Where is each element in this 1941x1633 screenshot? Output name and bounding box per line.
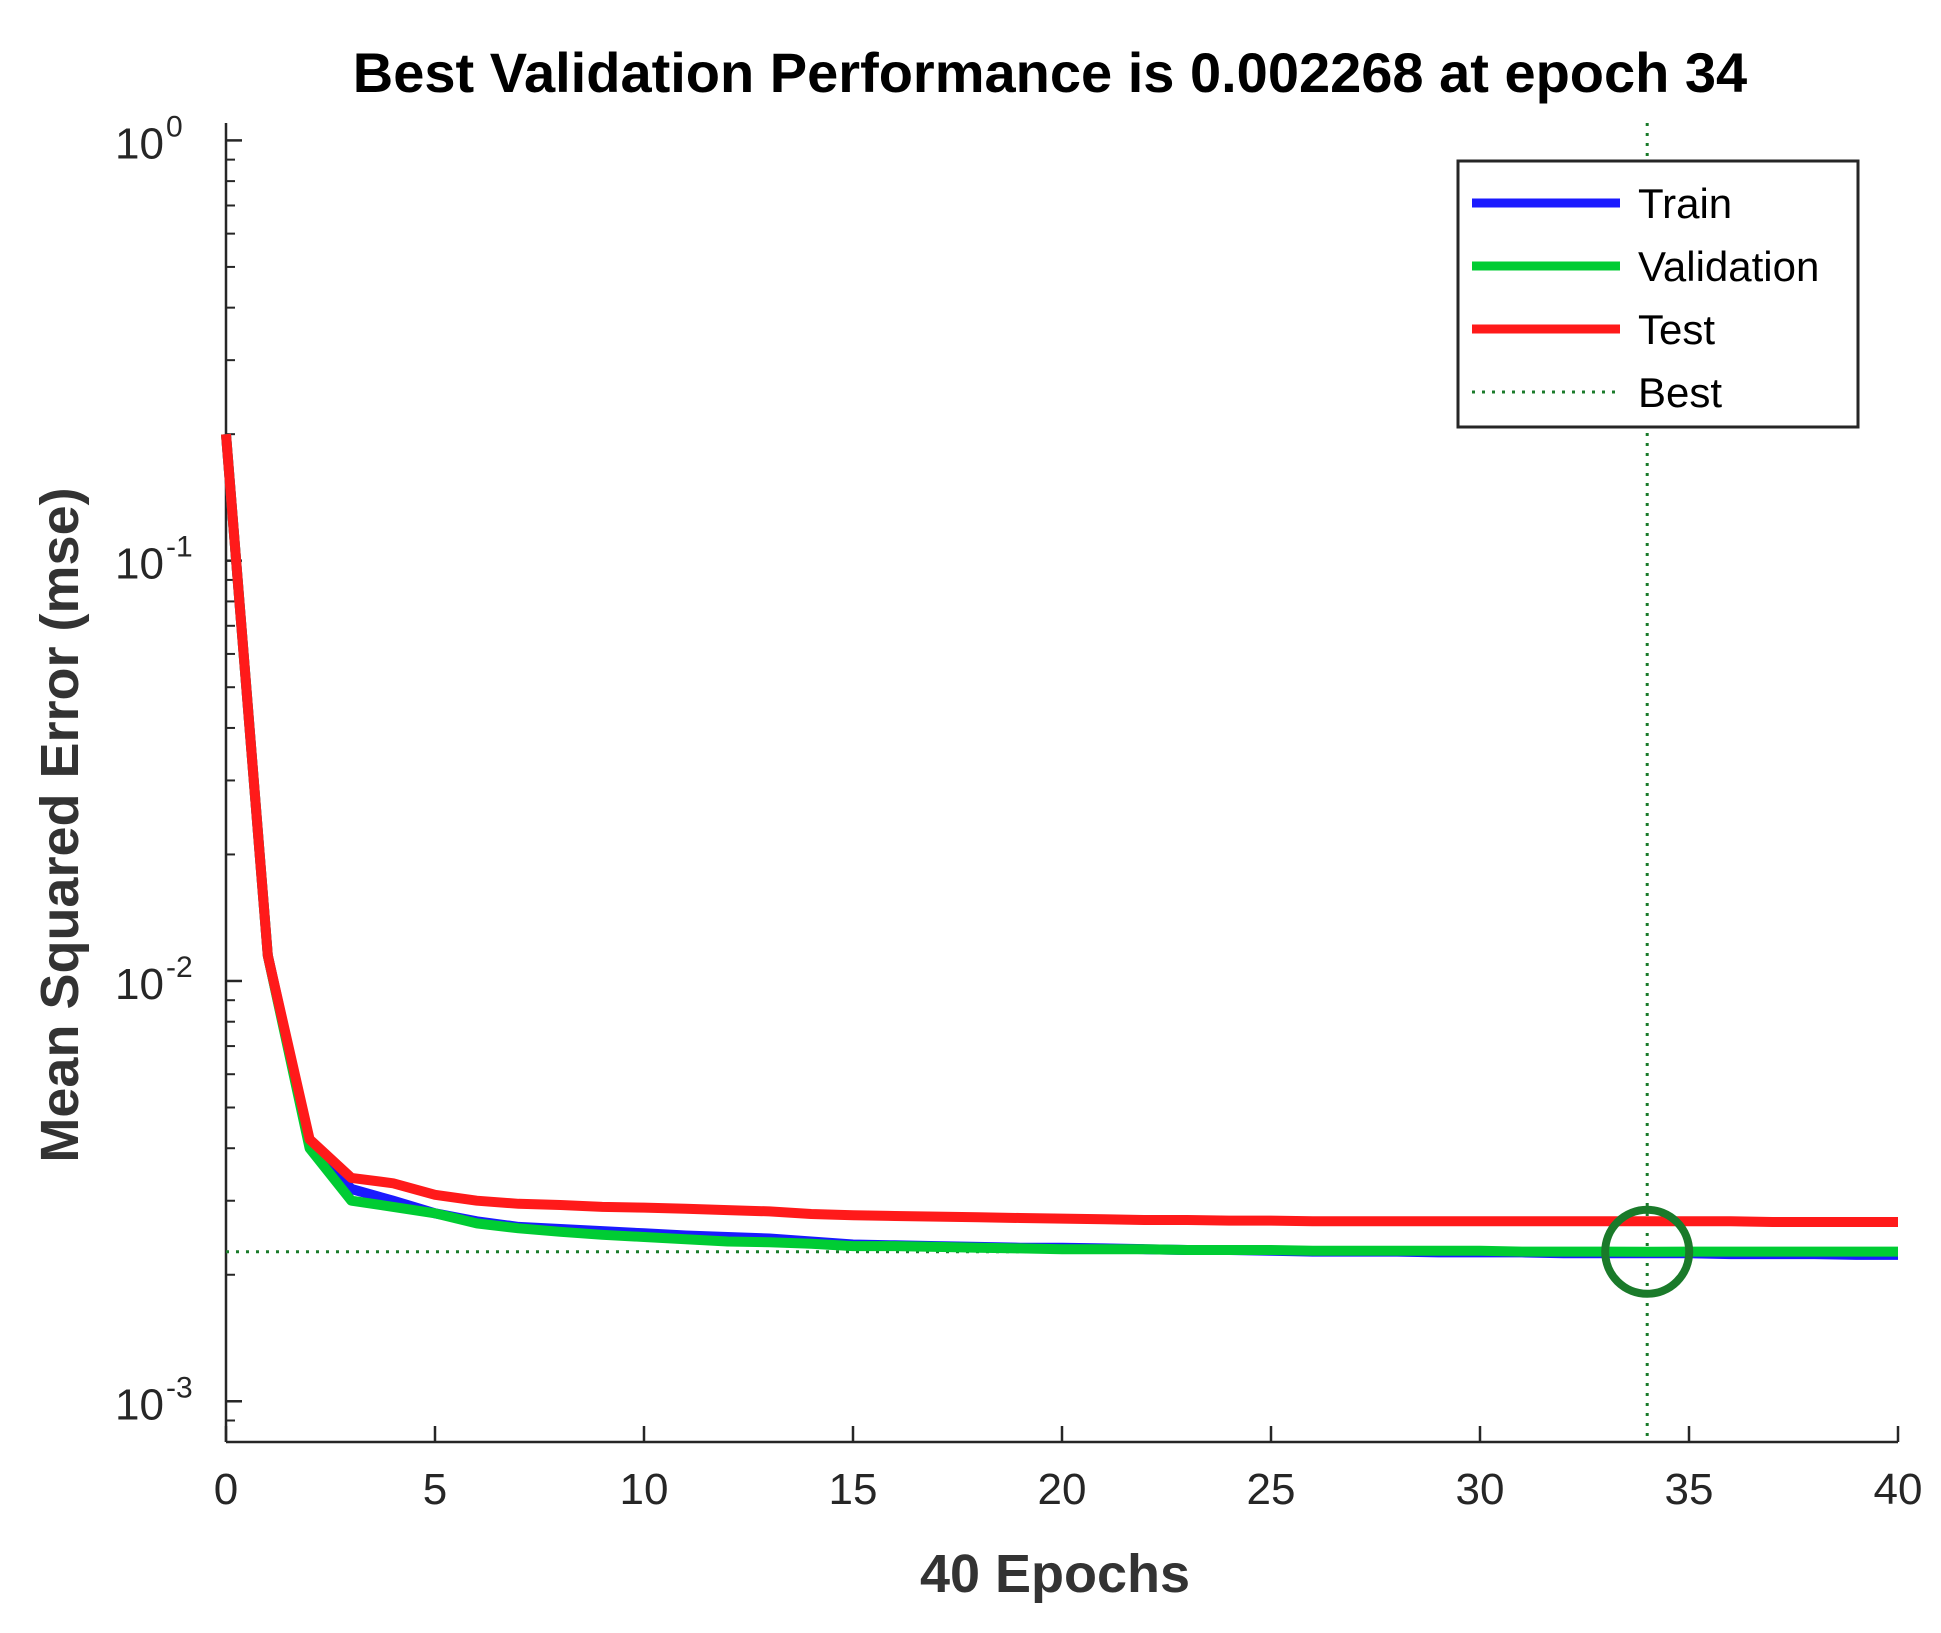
y-axis-label: Mean Squared Error (mse) — [30, 487, 90, 1162]
x-tick-label: 10 — [620, 1465, 669, 1514]
x-tick-label: 0 — [214, 1465, 238, 1514]
y-tick-label: 10 — [115, 1380, 164, 1429]
series-line-validation — [221, 433, 1898, 1257]
x-tick-label: 15 — [829, 1465, 878, 1514]
x-tick-label: 40 — [1874, 1465, 1923, 1514]
y-tick-label: 10 — [115, 960, 164, 1009]
legend-label-best: Best — [1638, 369, 1722, 416]
legend-label-test: Test — [1638, 306, 1715, 353]
y-tick-exponent: 0 — [166, 110, 183, 143]
chart-title: Best Validation Performance is 0.002268 … — [353, 41, 1747, 104]
x-tick-label: 35 — [1665, 1465, 1714, 1514]
legend: Train Validation Test Best — [1456, 159, 1860, 429]
y-tick-label: 10 — [115, 119, 164, 168]
y-tick-exponent: -2 — [166, 951, 193, 984]
x-tick-label: 30 — [1456, 1465, 1505, 1514]
best-point-marker — [1601, 1205, 1694, 1298]
x-tick-label: 25 — [1247, 1465, 1296, 1514]
y-tick-exponent: -1 — [166, 531, 193, 564]
x-tick-label: 20 — [1038, 1465, 1087, 1514]
x-tick-label: 5 — [423, 1465, 447, 1514]
x-axis-label: 40 Epochs — [920, 1544, 1190, 1604]
y-tick-exponent: -3 — [166, 1371, 193, 1404]
legend-label-train: Train — [1638, 180, 1732, 227]
y-tick-label: 10 — [115, 540, 164, 589]
legend-label-validation: Validation — [1638, 243, 1819, 290]
